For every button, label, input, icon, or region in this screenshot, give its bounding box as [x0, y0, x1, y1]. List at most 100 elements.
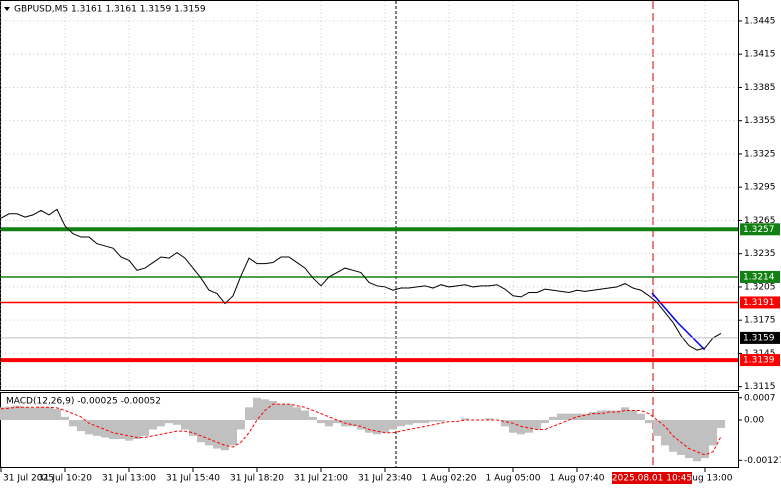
- last-price-label: 1.3159: [743, 333, 775, 343]
- macd-bar: [349, 419, 357, 427]
- macd-bar: [525, 419, 533, 433]
- macd-bar: [109, 419, 117, 440]
- macd-bar: [21, 407, 29, 420]
- macd-bar: [189, 419, 197, 436]
- macd-bar: [509, 419, 517, 433]
- macd-bar: [653, 419, 661, 436]
- macd-bar: [533, 419, 541, 430]
- x-tick-label: 1 Aug 02:20: [422, 474, 477, 484]
- y-tick-label: 0.0007: [744, 393, 776, 403]
- y-tick-label: 1.3295: [744, 183, 776, 193]
- macd-bar: [701, 419, 709, 459]
- trend-line: [651, 292, 679, 324]
- y-tick-label: 1.3265: [744, 216, 776, 226]
- macd-bar: [597, 410, 605, 420]
- macd-bar: [557, 413, 565, 420]
- cursor-label-box: [612, 472, 692, 484]
- macd-bar: [269, 400, 277, 420]
- macd-bar: [149, 419, 157, 430]
- macd-bar: [613, 410, 621, 420]
- macd-title: MACD(12,26,9) -0.00025 -0.00052: [6, 397, 161, 407]
- macd-bar: [357, 419, 365, 430]
- x-tick-label: 31 Jul 23:40: [358, 474, 412, 484]
- macd-bar: [13, 405, 21, 420]
- cursor-label: 2025.08.01 10:45: [612, 474, 692, 484]
- macd-bar: [325, 419, 333, 427]
- macd-bar: [501, 419, 509, 427]
- x-tick-label: 31 Jul 2025: [3, 474, 54, 484]
- y-tick-label: 1.3115: [744, 382, 776, 392]
- macd-bar: [173, 419, 181, 425]
- x-tick-label: 31 Jul 18:20: [230, 474, 284, 484]
- macd-bar: [549, 416, 557, 420]
- macd-bar: [245, 407, 253, 420]
- level-label: 1.3257: [743, 225, 775, 235]
- x-tick-label: 1 Aug 05:00: [486, 474, 541, 484]
- macd-bar: [589, 412, 597, 420]
- y-tick-label: 1.3325: [744, 149, 776, 159]
- macd-bar: [661, 419, 669, 446]
- y-tick-label: -0.00127: [744, 456, 781, 466]
- price-frame: [0, 0, 739, 391]
- macd-bar: [573, 413, 581, 420]
- macd-bar: [605, 410, 613, 420]
- macd-frame: [0, 392, 739, 468]
- macd-bar: [405, 419, 413, 425]
- macd-bar: [629, 410, 637, 420]
- trend-line: [677, 322, 706, 351]
- macd-bar: [717, 419, 725, 428]
- macd-bar: [5, 406, 13, 420]
- macd-bar: [61, 416, 69, 420]
- macd-bar: [285, 404, 293, 420]
- macd-bar: [85, 419, 93, 435]
- macd-bar: [301, 410, 309, 420]
- macd-bar: [157, 419, 165, 427]
- macd-bar: [101, 419, 109, 438]
- macd-bar: [381, 419, 389, 433]
- macd-bar: [205, 419, 213, 446]
- chart-title: GBPUSD,M5 1.3161 1.3161 1.3159 1.3159: [14, 5, 206, 15]
- macd-bar: [237, 419, 245, 430]
- macd-bar: [261, 399, 269, 420]
- x-tick-label: 1 Aug 13:00: [678, 474, 733, 484]
- macd-bar: [677, 419, 685, 455]
- macd-bar: [621, 407, 629, 420]
- macd-bar: [45, 407, 53, 420]
- macd-bar: [117, 419, 125, 440]
- y-tick-label: 1.3445: [744, 16, 776, 26]
- level-label: 1.3191: [743, 298, 775, 308]
- macd-bar: [413, 419, 421, 424]
- macd-bar: [333, 419, 341, 424]
- x-tick-label: 31 Jul 15:40: [166, 474, 220, 484]
- macd-bar: [69, 419, 77, 427]
- macd-bar: [637, 413, 645, 420]
- level-label-box: [740, 223, 780, 236]
- macd-bar: [141, 419, 149, 436]
- x-tick-label: 31 Jul 10:20: [38, 474, 92, 484]
- macd-bar: [133, 419, 141, 440]
- macd-bar: [197, 419, 205, 443]
- macd-bar: [693, 419, 701, 462]
- last-price-box: [740, 331, 780, 344]
- x-tick-label: 1 Aug 07:40: [550, 474, 605, 484]
- macd-bar: [125, 419, 133, 441]
- macd-bar: [709, 419, 717, 446]
- y-tick-label: 1.3145: [744, 349, 776, 359]
- macd-bar: [565, 413, 573, 420]
- macd-bar: [373, 419, 381, 435]
- x-tick-label: 31 Jul 13:00: [102, 474, 156, 484]
- macd-bar: [181, 419, 189, 430]
- macd-bar: [0, 407, 5, 420]
- y-tick-label: 1.3355: [744, 116, 776, 126]
- macd-bar: [277, 404, 285, 420]
- x-tick-label: 31 Jul 21:00: [294, 474, 348, 484]
- macd-bar: [37, 406, 45, 420]
- macd-bar: [541, 419, 549, 424]
- level-label-box: [740, 296, 780, 309]
- macd-bar: [429, 419, 437, 422]
- macd-bar: [229, 419, 237, 446]
- y-tick-label: 1.3415: [744, 50, 776, 60]
- macd-bar: [293, 407, 301, 420]
